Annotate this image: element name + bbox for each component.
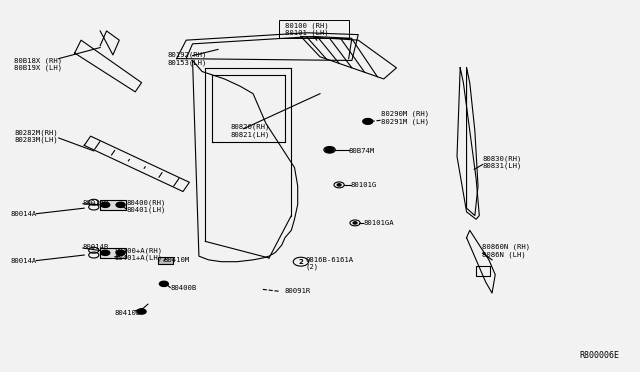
Circle shape [100,250,109,256]
Circle shape [364,119,372,124]
Text: 80014A: 80014A [11,211,37,217]
Circle shape [100,202,109,208]
Circle shape [353,222,357,224]
FancyBboxPatch shape [100,200,125,210]
Text: 2: 2 [298,259,303,265]
Text: 80290M (RH)
80291M (LH): 80290M (RH) 80291M (LH) [381,111,429,125]
Text: 80101GA: 80101GA [364,220,394,226]
Text: 80014A: 80014A [11,257,37,264]
Text: 80014B: 80014B [83,200,109,206]
Text: 0816B-6161A
(2): 0816B-6161A (2) [306,257,354,270]
Text: 80410B: 80410B [115,310,141,316]
Text: 80014B: 80014B [83,244,109,250]
Text: 80400B: 80400B [170,285,196,291]
Circle shape [137,309,146,314]
Text: 80400(RH)
80401(LH): 80400(RH) 80401(LH) [126,199,166,213]
Circle shape [116,250,125,256]
Text: 80101G: 80101G [351,182,377,188]
Text: 80192(RH)
80153(LH): 80192(RH) 80153(LH) [167,52,207,65]
Circle shape [116,202,125,208]
Text: R800006E: R800006E [579,351,620,360]
Text: 80B18X (RH)
80B19X (LH): 80B18X (RH) 80B19X (LH) [14,57,62,71]
Circle shape [159,281,168,286]
Text: 80282M(RH)
80283M(LH): 80282M(RH) 80283M(LH) [14,129,58,143]
Text: 80091R: 80091R [285,288,311,294]
FancyBboxPatch shape [157,257,173,263]
Circle shape [325,147,334,153]
Text: 80B74M: 80B74M [349,148,375,154]
Text: 80830(RH)
80831(LH): 80830(RH) 80831(LH) [483,155,522,169]
Text: 80410M: 80410M [164,257,190,263]
Text: 80100 (RH)
80101 (LH): 80100 (RH) 80101 (LH) [285,22,329,36]
Text: 80820(RH)
80821(LH): 80820(RH) 80821(LH) [231,124,270,138]
FancyBboxPatch shape [100,248,125,258]
Text: 80400+A(RH)
80401+A(LH): 80400+A(RH) 80401+A(LH) [115,247,163,261]
Text: 80860N (RH)
8086N (LH): 80860N (RH) 8086N (LH) [483,244,531,258]
Circle shape [337,184,341,186]
